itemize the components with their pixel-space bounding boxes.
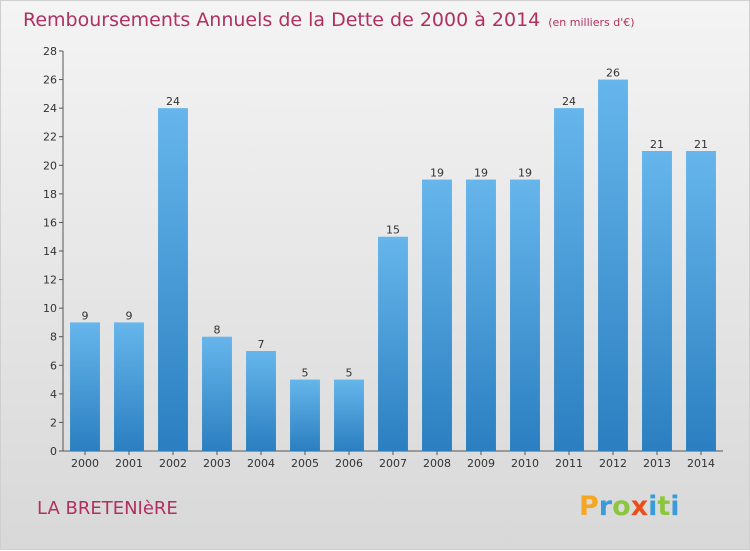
bar-value-label: 21 <box>650 138 664 151</box>
x-tick-label: 2009 <box>467 457 495 470</box>
logo-letter: P <box>579 491 599 522</box>
x-tick-label: 2006 <box>335 457 363 470</box>
bar-value-label: 19 <box>474 167 488 180</box>
y-tick-label: 22 <box>43 131 57 144</box>
x-tick-label: 2007 <box>379 457 407 470</box>
bar-2001 <box>114 322 144 451</box>
bar-value-label: 24 <box>562 95 576 108</box>
chart-title: Remboursements Annuels de la Dette de 20… <box>23 9 635 31</box>
bar-2014 <box>686 151 716 451</box>
y-tick-label: 4 <box>50 388 57 401</box>
x-tick-label: 2014 <box>687 457 715 470</box>
logo-letter: x <box>630 491 649 522</box>
proxiti-logo[interactable]: Proxiti <box>579 491 680 522</box>
bar-2006 <box>334 379 364 451</box>
y-tick-label: 14 <box>43 245 57 258</box>
x-tick-label: 2011 <box>555 457 583 470</box>
x-tick-label: 2012 <box>599 457 627 470</box>
x-ticks: 2000 2001 2002 2003 2004 2005 2006 2007 2008 2009… <box>71 451 715 470</box>
bar-value-label: 8 <box>214 324 221 337</box>
bar-2013 <box>642 151 672 451</box>
y-tick-label: 8 <box>50 331 57 344</box>
y-tick-label: 12 <box>43 274 57 287</box>
x-tick-label: 2005 <box>291 457 319 470</box>
x-tick-label: 2002 <box>159 457 187 470</box>
logo-letter: i <box>670 491 680 522</box>
x-tick-label: 2004 <box>247 457 275 470</box>
logo-letter: i <box>648 491 658 522</box>
bar-2008 <box>422 179 452 452</box>
y-tick-label: 2 <box>50 416 57 429</box>
x-tick-label: 2008 <box>423 457 451 470</box>
bar-2002 <box>158 108 188 452</box>
x-tick-label: 2001 <box>115 457 143 470</box>
bar-value-label: 19 <box>518 167 532 180</box>
y-tick-label: 0 <box>50 445 57 458</box>
bar-2005 <box>290 379 320 451</box>
y-tick-label: 6 <box>50 359 57 372</box>
bar-2011 <box>554 108 584 452</box>
y-tick-label: 24 <box>43 102 57 115</box>
bar-2003 <box>202 336 232 451</box>
bar-value-label: 9 <box>82 309 89 322</box>
bar-value-label: 9 <box>126 309 133 322</box>
bar-value-label: 26 <box>606 67 620 80</box>
logo-letter: t <box>657 491 671 522</box>
x-tick-label: 2013 <box>643 457 671 470</box>
y-tick-label: 18 <box>43 188 57 201</box>
y-tick-label: 28 <box>43 45 57 58</box>
bar-value-label: 7 <box>258 338 265 351</box>
bar-value-label: 19 <box>430 167 444 180</box>
x-tick-label: 2000 <box>71 457 99 470</box>
bar-2004 <box>246 351 276 451</box>
y-tick-label: 10 <box>43 302 57 315</box>
y-tick-label: 16 <box>43 216 57 229</box>
logo-letter: r <box>598 491 613 522</box>
bar-2009 <box>466 179 496 452</box>
bar-value-label: 5 <box>302 367 309 380</box>
chart-title-text: Remboursements Annuels de la Dette de 20… <box>23 9 541 31</box>
y-tick-label: 20 <box>43 159 57 172</box>
bar-2010 <box>510 179 540 452</box>
bar-value-label: 21 <box>694 138 708 151</box>
x-tick-label: 2003 <box>203 457 231 470</box>
bar-2000 <box>70 322 100 451</box>
location-label: LA BRETENIèRE <box>37 498 178 519</box>
x-tick-label: 2010 <box>511 457 539 470</box>
bars: 9 9 24 8 7 5 5 15 19 19 19 24 26 21 21 <box>70 67 716 452</box>
bar-value-label: 15 <box>386 224 400 237</box>
chart-unit: (en milliers d'€) <box>548 16 635 29</box>
y-tick-label: 26 <box>43 74 57 87</box>
bar-2007 <box>378 236 408 451</box>
bar-2012 <box>598 79 628 452</box>
logo-letter: o <box>612 491 631 522</box>
bar-value-label: 5 <box>346 367 353 380</box>
bar-value-label: 24 <box>166 95 180 108</box>
